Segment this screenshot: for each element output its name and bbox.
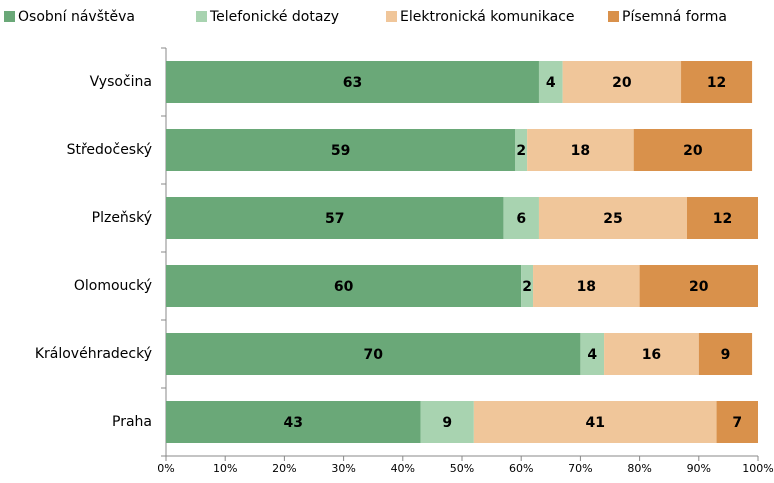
data-label: 25 (603, 211, 622, 227)
data-label: 12 (707, 75, 726, 91)
bar-segment (698, 333, 753, 375)
data-label: 70 (363, 347, 383, 363)
bar-segment (521, 265, 534, 307)
data-label: 63 (343, 75, 362, 91)
legend-swatch (608, 11, 619, 22)
legend-swatch (4, 11, 15, 22)
data-label: 20 (683, 143, 703, 159)
data-label: 9 (442, 415, 452, 431)
data-label: 7 (732, 415, 742, 431)
bar-segment (166, 401, 421, 443)
bar-segment (503, 197, 539, 239)
bar-segment (527, 129, 634, 171)
bar-segment (580, 333, 605, 375)
y-tick-label: Vysočina (90, 74, 152, 90)
data-label: 2 (522, 279, 532, 295)
y-tick-label: Praha (112, 414, 152, 430)
legend-swatch (386, 11, 397, 22)
x-tick-label: 80% (627, 462, 651, 475)
bar-segment (633, 129, 753, 171)
bar-segment (538, 197, 687, 239)
y-tick-label: Královéhradecký (35, 346, 152, 362)
data-label: 2 (516, 143, 526, 159)
y-tick-label: Plzeňský (92, 210, 152, 226)
bar-segment (604, 333, 699, 375)
bar-segment (533, 265, 640, 307)
x-tick-label: 50% (450, 462, 474, 475)
data-label: 18 (577, 279, 596, 295)
bar-segment (681, 61, 753, 103)
data-label: 41 (585, 415, 604, 431)
data-label: 6 (516, 211, 526, 227)
data-label: 16 (642, 347, 661, 363)
bar-segment (716, 401, 758, 443)
bar-segment (473, 401, 717, 443)
data-label: 4 (587, 347, 597, 363)
x-tick-label: 40% (391, 462, 415, 475)
bar-segment (166, 129, 516, 171)
x-tick-label: 20% (272, 462, 296, 475)
data-label: 59 (331, 143, 350, 159)
data-label: 20 (689, 279, 709, 295)
x-tick-label: 90% (687, 462, 711, 475)
x-tick-label: 60% (509, 462, 533, 475)
x-tick-label: 10% (213, 462, 237, 475)
legend-swatch (196, 11, 207, 22)
bar-segment (166, 265, 522, 307)
data-label: 60 (334, 279, 354, 295)
data-label: 9 (721, 347, 731, 363)
data-label: 4 (546, 75, 556, 91)
bar-segment (166, 61, 539, 103)
x-tick-label: 30% (331, 462, 355, 475)
bar-segment (420, 401, 474, 443)
x-tick-label: 0% (157, 462, 174, 475)
legend-label: Elektronická komunikace (400, 9, 575, 25)
bar-segment (538, 61, 563, 103)
data-label: 18 (571, 143, 590, 159)
legend-label: Písemná forma (622, 9, 727, 25)
bar-segment (686, 197, 758, 239)
bar-segment (515, 129, 528, 171)
data-label: 12 (713, 211, 732, 227)
data-label: 43 (284, 415, 303, 431)
bar-segment (166, 333, 581, 375)
x-tick-label: 70% (568, 462, 592, 475)
legend-label: Osobní návštěva (18, 9, 135, 25)
bar-segment (562, 61, 682, 103)
data-label: 57 (325, 211, 344, 227)
data-label: 20 (612, 75, 632, 91)
bar-segment (639, 265, 758, 307)
legend-label: Telefonické dotazy (209, 9, 339, 25)
y-tick-label: Olomoucký (74, 278, 152, 294)
bar-segment (166, 197, 504, 239)
x-tick-label: 100% (742, 462, 773, 475)
y-tick-label: Středočeský (67, 142, 152, 158)
